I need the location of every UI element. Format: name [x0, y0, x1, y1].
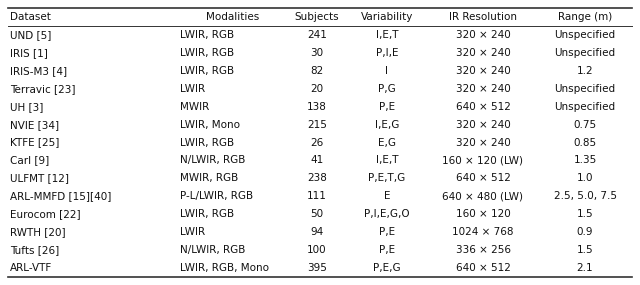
Text: 100: 100	[307, 245, 327, 255]
Text: 138: 138	[307, 102, 327, 112]
Text: 160 × 120 (LW): 160 × 120 (LW)	[442, 155, 524, 166]
Text: Terravic [23]: Terravic [23]	[10, 84, 76, 94]
Text: 94: 94	[310, 227, 324, 237]
Text: 320 × 240: 320 × 240	[456, 48, 510, 58]
Text: I,E,G: I,E,G	[375, 120, 399, 130]
Text: 0.85: 0.85	[573, 138, 596, 148]
Text: MWIR, RGB: MWIR, RGB	[180, 173, 238, 183]
Text: Modalities: Modalities	[206, 12, 260, 22]
Text: Dataset: Dataset	[10, 12, 51, 22]
Text: Unspecified: Unspecified	[554, 102, 616, 112]
Text: IRIS [1]: IRIS [1]	[10, 48, 48, 58]
Text: MWIR: MWIR	[180, 102, 209, 112]
Text: LWIR, RGB: LWIR, RGB	[180, 209, 234, 219]
Text: P,E,T,G: P,E,T,G	[369, 173, 406, 183]
Text: LWIR: LWIR	[180, 84, 205, 94]
Text: 1.2: 1.2	[577, 66, 593, 76]
Text: 26: 26	[310, 138, 324, 148]
Text: 640 × 512: 640 × 512	[456, 263, 511, 273]
Text: I,E,T: I,E,T	[376, 155, 398, 166]
Text: LWIR: LWIR	[180, 227, 205, 237]
Text: 336 × 256: 336 × 256	[456, 245, 511, 255]
Text: P,E,G: P,E,G	[373, 263, 401, 273]
Text: N/LWIR, RGB: N/LWIR, RGB	[180, 155, 245, 166]
Text: Unspecified: Unspecified	[554, 84, 616, 94]
Text: 238: 238	[307, 173, 327, 183]
Text: LWIR, RGB: LWIR, RGB	[180, 138, 234, 148]
Text: P,E: P,E	[379, 102, 395, 112]
Text: 395: 395	[307, 263, 327, 273]
Text: 320 × 240: 320 × 240	[456, 138, 510, 148]
Text: 82: 82	[310, 66, 324, 76]
Text: LWIR, RGB: LWIR, RGB	[180, 48, 234, 58]
Text: 640 × 512: 640 × 512	[456, 102, 511, 112]
Text: N/LWIR, RGB: N/LWIR, RGB	[180, 245, 245, 255]
Text: ARL-MMFD [15][40]: ARL-MMFD [15][40]	[10, 191, 111, 201]
Text: RWTH [20]: RWTH [20]	[10, 227, 66, 237]
Text: 320 × 240: 320 × 240	[456, 30, 510, 40]
Text: I: I	[385, 66, 388, 76]
Text: 20: 20	[310, 84, 324, 94]
Text: 320 × 240: 320 × 240	[456, 84, 510, 94]
Text: KTFE [25]: KTFE [25]	[10, 138, 60, 148]
Text: IR Resolution: IR Resolution	[449, 12, 517, 22]
Text: IRIS-M3 [4]: IRIS-M3 [4]	[10, 66, 67, 76]
Text: 1.5: 1.5	[577, 209, 593, 219]
Text: Eurocom [22]: Eurocom [22]	[10, 209, 81, 219]
Text: LWIR, RGB: LWIR, RGB	[180, 30, 234, 40]
Text: 1.5: 1.5	[577, 245, 593, 255]
Text: 1024 × 768: 1024 × 768	[452, 227, 514, 237]
Text: P,E: P,E	[379, 245, 395, 255]
Text: Carl [9]: Carl [9]	[10, 155, 49, 166]
Text: 2.1: 2.1	[577, 263, 593, 273]
Text: Range (m): Range (m)	[558, 12, 612, 22]
Text: 215: 215	[307, 120, 327, 130]
Text: 111: 111	[307, 191, 327, 201]
Text: UH [3]: UH [3]	[10, 102, 44, 112]
Text: Subjects: Subjects	[294, 12, 339, 22]
Text: 640 × 480 (LW): 640 × 480 (LW)	[442, 191, 524, 201]
Text: 2.5, 5.0, 7.5: 2.5, 5.0, 7.5	[554, 191, 616, 201]
Text: 1.0: 1.0	[577, 173, 593, 183]
Text: 41: 41	[310, 155, 324, 166]
Text: 0.75: 0.75	[573, 120, 596, 130]
Text: P-L/LWIR, RGB: P-L/LWIR, RGB	[180, 191, 253, 201]
Text: Unspecified: Unspecified	[554, 30, 616, 40]
Text: Tufts [26]: Tufts [26]	[10, 245, 60, 255]
Text: P,G: P,G	[378, 84, 396, 94]
Text: 640 × 512: 640 × 512	[456, 173, 511, 183]
Text: ULFMT [12]: ULFMT [12]	[10, 173, 69, 183]
Text: Unspecified: Unspecified	[554, 48, 616, 58]
Text: 0.9: 0.9	[577, 227, 593, 237]
Text: 50: 50	[310, 209, 324, 219]
Text: P,I,E,G,O: P,I,E,G,O	[364, 209, 410, 219]
Text: E,G: E,G	[378, 138, 396, 148]
Text: P,E: P,E	[379, 227, 395, 237]
Text: E: E	[384, 191, 390, 201]
Text: 1.35: 1.35	[573, 155, 596, 166]
Text: LWIR, RGB, Mono: LWIR, RGB, Mono	[180, 263, 269, 273]
Text: LWIR, Mono: LWIR, Mono	[180, 120, 240, 130]
Text: Variability: Variability	[361, 12, 413, 22]
Text: UND [5]: UND [5]	[10, 30, 51, 40]
Text: 160 × 120: 160 × 120	[456, 209, 510, 219]
Text: 320 × 240: 320 × 240	[456, 66, 510, 76]
Text: 320 × 240: 320 × 240	[456, 120, 510, 130]
Text: P,I,E: P,I,E	[376, 48, 398, 58]
Text: 241: 241	[307, 30, 327, 40]
Text: ARL-VTF: ARL-VTF	[10, 263, 52, 273]
Text: I,E,T: I,E,T	[376, 30, 398, 40]
Text: LWIR, RGB: LWIR, RGB	[180, 66, 234, 76]
Text: NVIE [34]: NVIE [34]	[10, 120, 59, 130]
Text: 30: 30	[310, 48, 324, 58]
